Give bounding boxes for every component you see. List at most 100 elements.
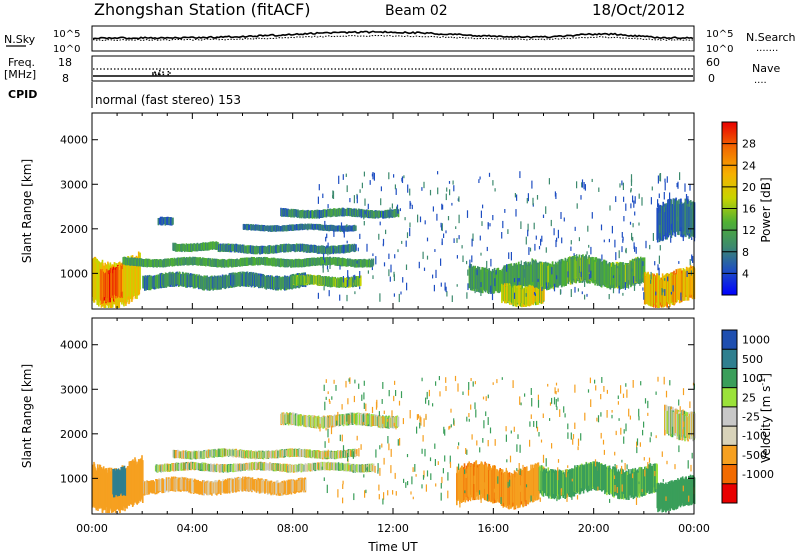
scatter-cell <box>577 288 579 292</box>
scatter-cell <box>659 225 661 234</box>
scatter-cell <box>361 182 363 189</box>
scatter-cell <box>382 243 384 247</box>
nave-label: Nave <box>752 62 780 75</box>
nsky-trace <box>92 30 694 40</box>
scatter-cell <box>456 284 458 287</box>
scatter-cell <box>418 261 420 269</box>
scatter-cell <box>573 253 575 256</box>
echo-cell <box>558 259 561 284</box>
scatter-cell <box>380 198 382 206</box>
echo-region <box>172 241 219 253</box>
scatter-cell <box>389 207 391 213</box>
scatter-cell <box>352 276 354 283</box>
scatter-cell <box>633 200 635 208</box>
scatter-cell <box>578 266 581 273</box>
scatter-cell <box>622 292 624 296</box>
scatter-cell <box>624 282 626 290</box>
scatter-cell <box>388 253 390 260</box>
scatter-cell <box>580 195 582 200</box>
scatter-cell <box>379 293 381 302</box>
scatter-cell <box>367 203 369 210</box>
freq-speckle-dot <box>162 71 164 73</box>
scatter-cell <box>689 229 691 233</box>
scatter-cell <box>537 278 539 282</box>
scatter-cell <box>622 238 624 243</box>
echo-cell <box>314 210 317 217</box>
scatter-cell <box>619 183 621 188</box>
scatter-cell <box>664 278 666 281</box>
scatter-cell <box>567 271 569 278</box>
scatter-cell <box>405 240 407 247</box>
freq-speckle-dot <box>167 73 169 76</box>
scatter-cell <box>664 182 666 191</box>
scatter-cell <box>478 179 480 184</box>
ytick-label: 3000 <box>60 178 88 191</box>
scatter-cell <box>538 246 541 250</box>
scatter-cell <box>670 235 672 243</box>
echo-region <box>656 197 696 243</box>
scatter-cell <box>553 228 555 236</box>
scatter-cell <box>551 267 553 275</box>
scatter-cell <box>576 203 578 209</box>
scatter-cell <box>618 250 620 259</box>
scatter-cell <box>525 236 527 245</box>
scatter-cell <box>651 186 653 191</box>
scatter-cell <box>623 196 625 202</box>
scatter-cell <box>581 182 583 188</box>
scatter-cell <box>466 210 469 218</box>
scatter-cell <box>584 281 586 287</box>
scatter-cell <box>541 235 543 242</box>
scatter-cell <box>529 247 532 252</box>
scatter-cell <box>490 258 492 267</box>
scatter-cell <box>608 238 610 243</box>
power-ylabel: Slant Range [km] <box>20 159 34 263</box>
scatter-cell <box>603 239 605 243</box>
scatter-cell <box>480 289 482 296</box>
scatter-cell <box>545 206 547 214</box>
freq-tick-left-top: 18 <box>58 56 72 69</box>
ytick-label: 4000 <box>60 134 88 147</box>
scatter-cell <box>393 271 395 277</box>
scatter-cell <box>629 221 632 225</box>
scatter-cell <box>346 240 348 244</box>
scatter-cell <box>432 206 434 212</box>
scatter-cell <box>343 229 345 238</box>
scatter-cell <box>455 226 457 230</box>
scatter-cell <box>664 289 666 296</box>
scatter-cell <box>426 255 429 260</box>
echo-cell <box>99 464 102 506</box>
scatter-cell <box>429 189 432 196</box>
scatter-cell <box>632 195 634 203</box>
scatter-cell <box>396 206 398 213</box>
echo-cell <box>372 258 375 266</box>
scatter-cell <box>458 214 460 224</box>
scatter-cell <box>556 237 558 242</box>
scatter-cell <box>523 269 525 278</box>
scatter-cell <box>482 204 484 209</box>
scatter-cell <box>570 240 572 245</box>
scatter-cell <box>528 247 530 255</box>
echo-region <box>142 476 307 496</box>
scatter-cell <box>553 283 556 292</box>
echo-cell <box>506 283 508 303</box>
scatter-cell <box>411 204 413 210</box>
scatter-cell <box>449 189 451 196</box>
scatter-cell <box>486 246 488 252</box>
scatter-cell <box>397 249 399 253</box>
power-echoes <box>92 171 696 308</box>
scatter-cell <box>649 244 651 250</box>
scatter-cell <box>317 196 319 204</box>
freq-speckle-dot <box>159 73 161 76</box>
scatter-cell <box>393 174 395 178</box>
echo-cell <box>268 246 271 254</box>
scatter-cell <box>638 193 640 199</box>
nsky-tick-right-top: 10^5 <box>706 29 733 40</box>
scatter-echoes <box>317 171 694 303</box>
scatter-cell <box>318 210 320 219</box>
scatter-cell <box>451 202 453 206</box>
scatter-cell <box>388 172 390 180</box>
scatter-cell <box>328 290 330 297</box>
nave-legend: .... <box>754 75 767 86</box>
